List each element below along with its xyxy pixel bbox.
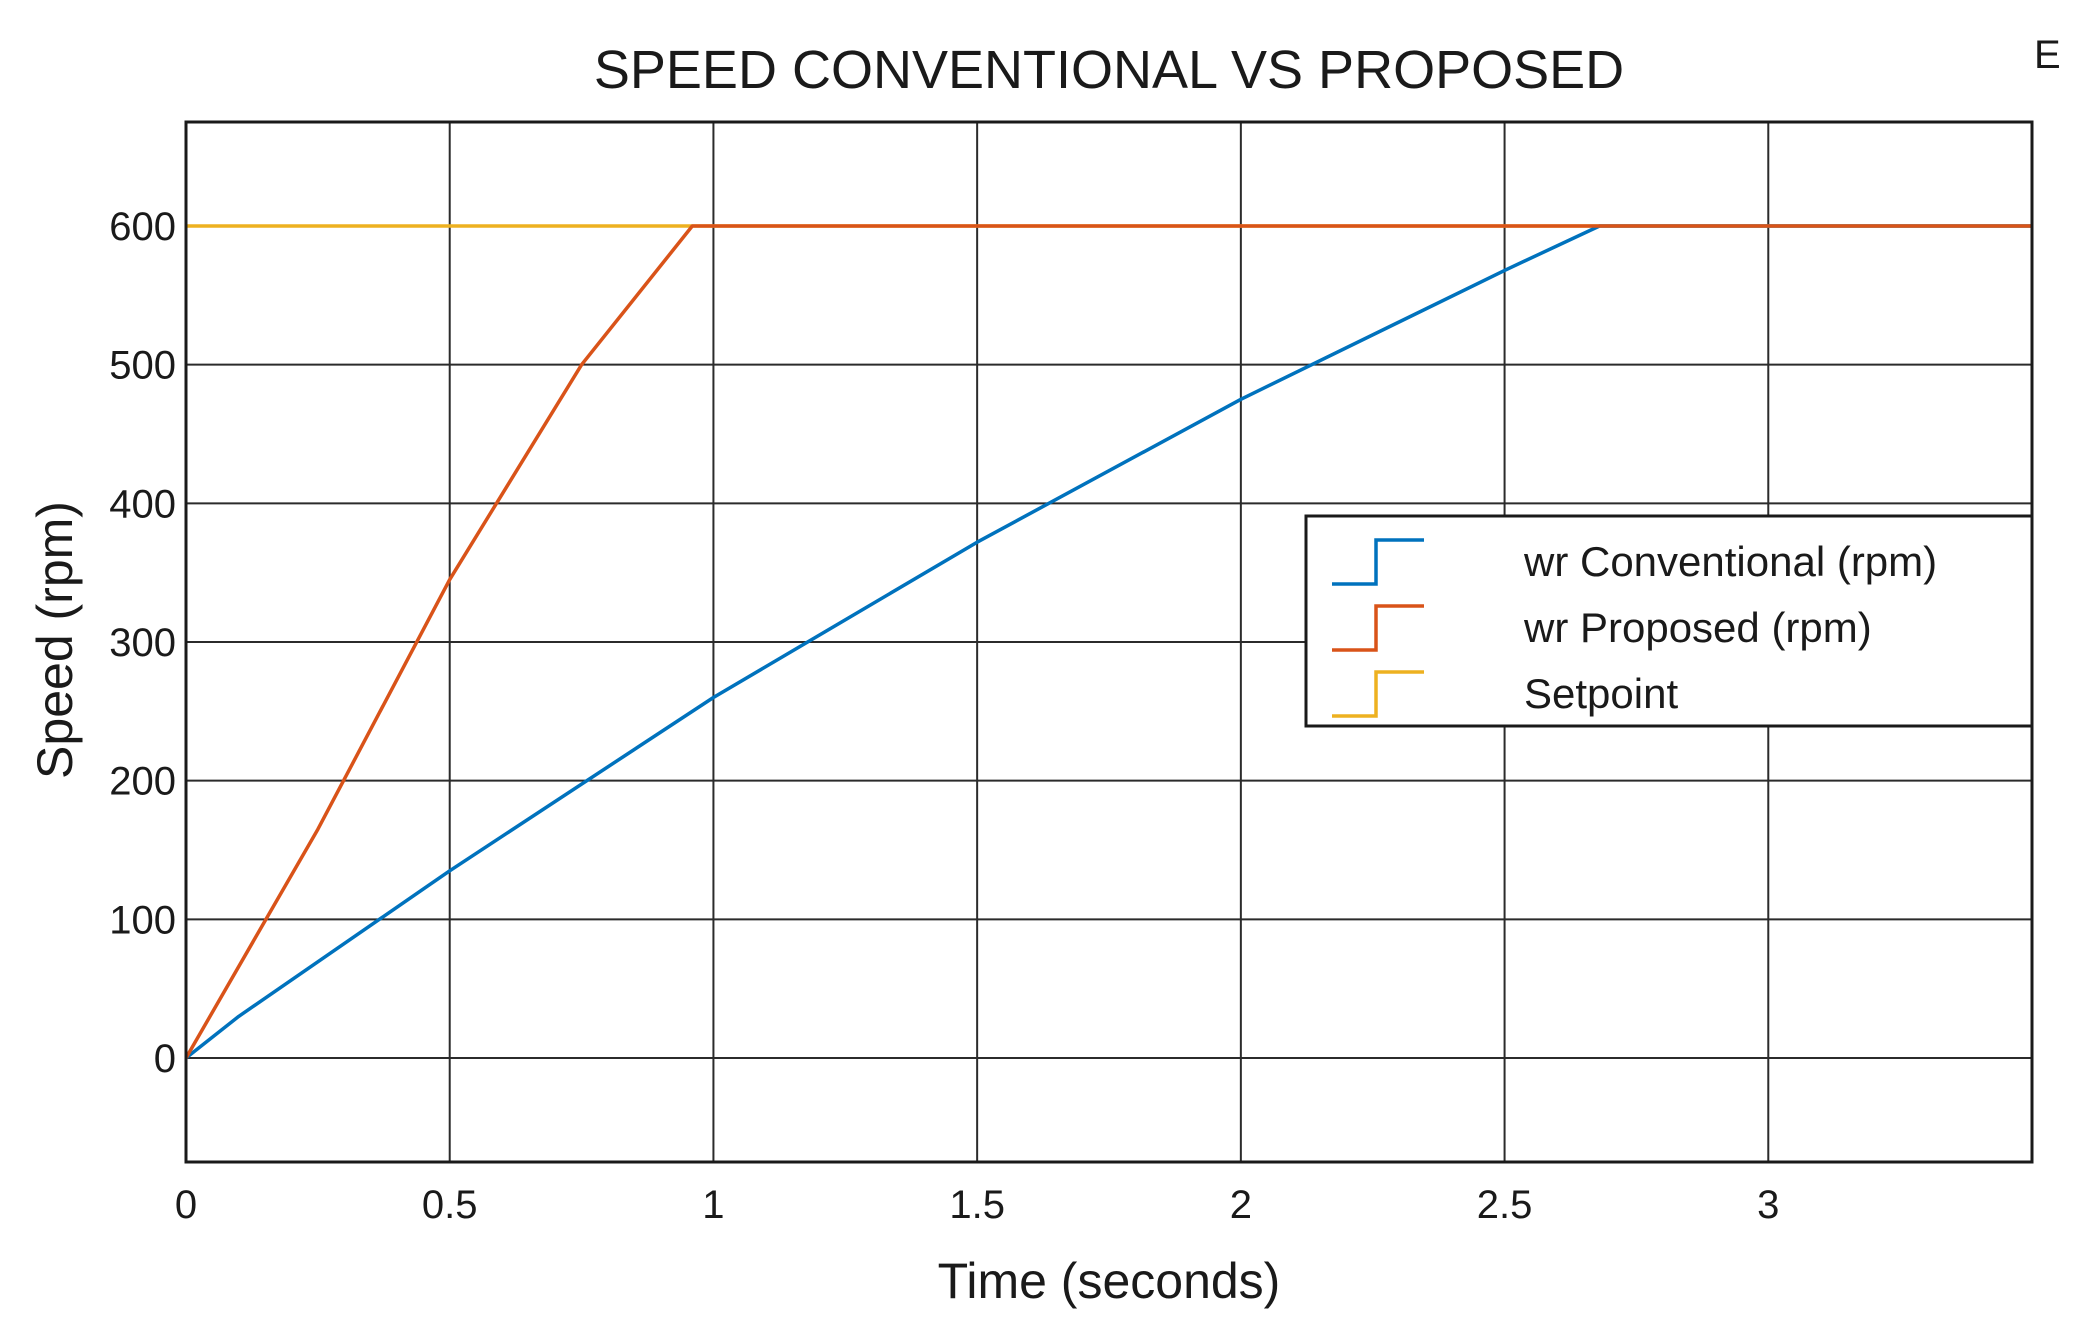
x-tick-label: 2.5 [1477, 1183, 1533, 1227]
series-lines [184, 224, 2032, 1060]
legend-swatch [1332, 538, 1424, 586]
x-tick-label: 2 [1230, 1183, 1252, 1227]
y-tick-label: 300 [109, 621, 176, 665]
legend-label: wr Conventional (rpm) [1523, 538, 1937, 585]
y-tick-label: 400 [109, 482, 176, 526]
x-tick-label: 0 [175, 1183, 197, 1227]
x-tick-label: 1 [702, 1183, 724, 1227]
legend-entry: wr Conventional (rpm) [1332, 538, 1937, 586]
chart-title: SPEED CONVENTIONAL VS PROPOSED [594, 40, 1624, 100]
y-tick-label: 600 [109, 205, 176, 249]
legend-label: wr Proposed (rpm) [1523, 604, 1872, 651]
x-axis-label: Time (seconds) [938, 1253, 1281, 1309]
series-line-0 [184, 224, 2032, 1060]
x-tick-label: 1.5 [949, 1183, 1005, 1227]
legend-box [1304, 514, 2034, 728]
x-axis-ticks: 0 0.5 1 1.5 2 2.5 3 [175, 1183, 1780, 1227]
series-line-1 [184, 224, 2032, 1059]
legend-entry: Setpoint [1332, 670, 1678, 718]
y-tick-label: 200 [109, 760, 176, 804]
corner-glyph: E [2034, 33, 2061, 77]
legend-swatch [1332, 604, 1424, 652]
x-tick-label: 3 [1757, 1183, 1779, 1227]
y-axis-label: Speed (rpm) [27, 501, 83, 779]
y-tick-label: 100 [109, 898, 176, 942]
legend-entry: wr Proposed (rpm) [1332, 604, 1872, 652]
y-tick-label: 0 [154, 1037, 176, 1081]
legend-label: Setpoint [1524, 670, 1678, 717]
legend-swatch [1332, 670, 1424, 718]
y-tick-label: 500 [109, 344, 176, 388]
legend: wr Conventional (rpm) wr Proposed (rpm) Se… [1304, 514, 2034, 728]
x-tick-label: 0.5 [422, 1183, 478, 1227]
y-axis-ticks: 0 100 200 300 400 500 600 [109, 205, 176, 1081]
